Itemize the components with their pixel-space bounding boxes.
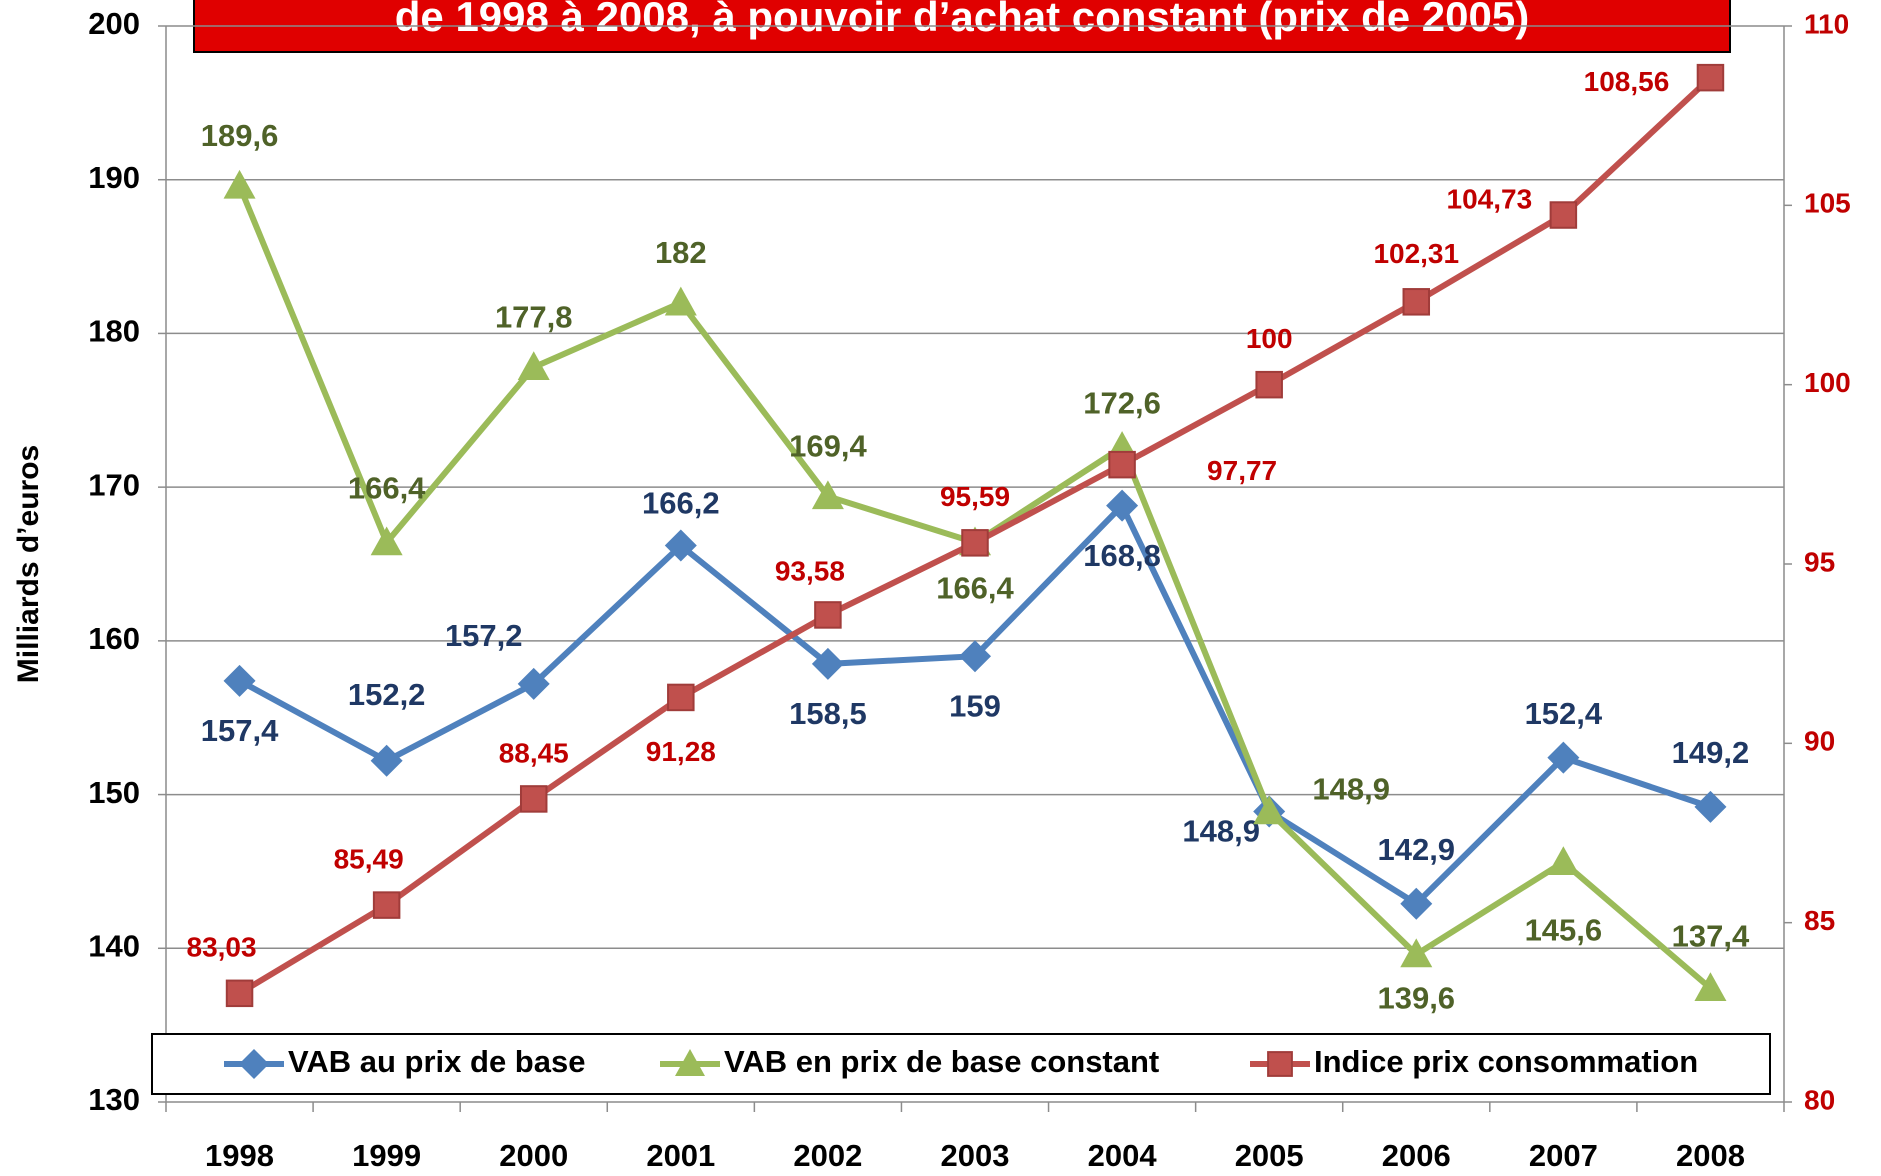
marker	[1547, 741, 1580, 774]
y-tick-label: 170	[88, 467, 140, 502]
y2-tick-label: 95	[1804, 546, 1835, 577]
data-label: 157,4	[201, 713, 279, 748]
data-label: 152,2	[348, 677, 426, 712]
y2-tick-label: 110	[1804, 8, 1849, 39]
x-tick-label: 2004	[1088, 1138, 1158, 1173]
marker	[675, 1049, 705, 1076]
marker	[1694, 972, 1727, 1002]
data-label: 148,9	[1182, 814, 1260, 849]
marker	[961, 529, 989, 557]
data-label: 159	[949, 688, 1001, 723]
marker	[1696, 63, 1725, 92]
chart-title: de 1998 à 2008, à pouvoir d’achat consta…	[395, 0, 1529, 40]
data-label: 166,4	[936, 571, 1014, 606]
data-label: 97,77	[1207, 455, 1277, 486]
y-tick-label: 140	[88, 928, 140, 963]
marker	[811, 480, 844, 510]
data-label: 148,9	[1312, 772, 1390, 807]
data-label: 88,45	[499, 737, 569, 768]
data-label: 189,6	[201, 118, 279, 153]
marker	[1106, 489, 1139, 522]
marker	[1402, 288, 1431, 316]
marker	[1400, 938, 1433, 968]
y-tick-label: 190	[88, 160, 140, 195]
data-label: 177,8	[495, 299, 573, 334]
x-tick-label: 1999	[352, 1138, 421, 1173]
data-label: 168,8	[1083, 538, 1161, 573]
data-label: 169,4	[789, 429, 867, 464]
marker	[1549, 201, 1578, 229]
marker	[814, 601, 842, 629]
y2-tick-label: 85	[1804, 905, 1835, 936]
data-label: 145,6	[1525, 912, 1603, 947]
x-tick-label: 2006	[1382, 1138, 1451, 1173]
marker	[519, 785, 548, 813]
marker	[664, 286, 697, 316]
data-label: 104,73	[1447, 183, 1533, 214]
marker	[959, 640, 991, 673]
marker	[1108, 450, 1136, 479]
x-tick-label: 1998	[205, 1138, 274, 1173]
marker	[517, 351, 550, 381]
x-tick-label: 2001	[646, 1138, 715, 1173]
data-label: 100	[1246, 323, 1293, 354]
x-tick-label: 2000	[499, 1138, 568, 1173]
marker	[372, 891, 401, 919]
marker	[225, 979, 254, 1008]
data-label: 108,56	[1584, 66, 1670, 97]
data-label: 149,2	[1672, 735, 1750, 770]
data-label: 85,49	[334, 843, 404, 874]
data-label: 91,28	[646, 736, 716, 767]
data-label: 182	[655, 235, 707, 270]
y-tick-label: 200	[88, 6, 140, 41]
marker	[223, 169, 256, 199]
data-label: 139,6	[1377, 981, 1455, 1016]
marker	[1694, 790, 1727, 823]
y-tick-label: 180	[88, 314, 140, 349]
marker	[239, 1049, 269, 1079]
x-tick-label: 2007	[1529, 1138, 1598, 1173]
data-label: 102,31	[1373, 238, 1459, 269]
marker	[517, 667, 550, 700]
data-label: 166,2	[642, 486, 720, 521]
legend-label: VAB en prix de base constant	[724, 1044, 1159, 1079]
legend-label: VAB au prix de base	[288, 1044, 585, 1079]
legend-box	[151, 1033, 1771, 1095]
data-label: 152,4	[1525, 696, 1603, 731]
data-label: 157,2	[445, 618, 523, 653]
marker	[811, 647, 844, 680]
marker	[370, 744, 403, 777]
data-label: 83,03	[187, 932, 257, 963]
y-tick-label: 160	[88, 621, 140, 656]
data-label: 166,4	[348, 471, 426, 506]
x-tick-label: 2005	[1235, 1138, 1304, 1173]
data-label: 142,9	[1377, 832, 1455, 867]
marker	[1400, 887, 1433, 920]
y2-tick-label: 100	[1804, 367, 1851, 398]
marker	[223, 664, 256, 697]
x-tick-label: 2002	[793, 1138, 862, 1173]
y2-tick-label: 80	[1804, 1084, 1835, 1115]
y-axis-label: Milliards d’euros	[12, 445, 45, 683]
x-tick-label: 2008	[1676, 1138, 1745, 1173]
y2-tick-label: 105	[1804, 188, 1851, 219]
marker	[1547, 846, 1580, 876]
y-tick-label: 130	[88, 1082, 140, 1117]
marker	[1255, 370, 1283, 399]
x-tick-label: 2003	[941, 1138, 1010, 1173]
y-tick-label: 150	[88, 775, 140, 810]
marker	[664, 529, 697, 562]
marker	[667, 683, 695, 712]
marker	[1267, 1051, 1293, 1077]
marker	[1253, 795, 1286, 825]
legend-label: Indice prix consommation	[1314, 1044, 1698, 1079]
data-label: 172,6	[1083, 385, 1161, 420]
data-label: 93,58	[775, 555, 845, 586]
data-label: 158,5	[789, 696, 867, 731]
y2-tick-label: 90	[1804, 726, 1835, 757]
marker	[370, 526, 403, 556]
data-label: 137,4	[1672, 918, 1750, 953]
data-label: 95,59	[940, 481, 1010, 512]
